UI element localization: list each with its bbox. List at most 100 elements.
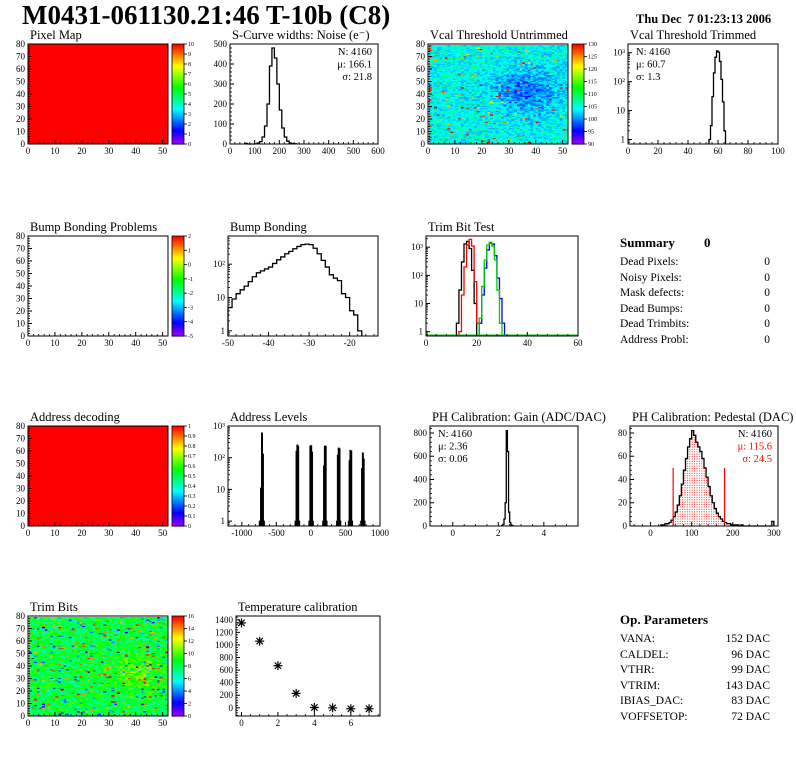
- svg-text:4: 4: [188, 689, 191, 695]
- svg-text:8: 8: [188, 62, 191, 68]
- svg-text:0.4: 0.4: [188, 484, 196, 490]
- svg-text:110: 110: [588, 92, 597, 98]
- svg-text:μ: 60.7: μ: 60.7: [636, 60, 666, 71]
- svg-text:10: 10: [16, 127, 26, 137]
- svg-text:200: 200: [414, 498, 428, 508]
- op-parameters-title: Op. Parameters: [620, 612, 709, 627]
- svg-text:0: 0: [423, 521, 428, 531]
- svg-text:10: 10: [188, 42, 194, 48]
- svg-text:20: 20: [16, 686, 26, 696]
- svg-text:105: 105: [588, 105, 597, 111]
- svg-text:600: 600: [220, 665, 234, 675]
- svg-text:20: 20: [77, 528, 87, 538]
- svg-text:120: 120: [588, 67, 597, 73]
- svg-text:500: 500: [347, 146, 361, 156]
- address-levels-title: Address Levels: [230, 410, 308, 424]
- svg-text:20: 20: [472, 338, 482, 348]
- svg-text:400: 400: [414, 474, 428, 484]
- svg-text:N: 4160: N: 4160: [438, 429, 472, 440]
- svg-text:10: 10: [16, 699, 26, 709]
- param-row: VTRIM: 143 DAC: [620, 679, 770, 692]
- svg-text:0.5: 0.5: [188, 474, 196, 480]
- trimbit-test-title: Trim Bit Test: [428, 220, 495, 234]
- svg-text:4: 4: [188, 102, 191, 108]
- vcal-untrimmed-title: Vcal Threshold Untrimmed: [430, 28, 569, 42]
- svg-text:1: 1: [621, 135, 626, 145]
- svg-text:1000: 1000: [215, 640, 234, 650]
- svg-text:4: 4: [542, 528, 547, 538]
- svg-text:1: 1: [221, 326, 226, 336]
- svg-text:1: 1: [221, 516, 226, 526]
- panel-bump-bonding: -50 -40 -30 -20 1 10 10² Bump Bonding: [200, 220, 396, 358]
- svg-text:μ: 115.6: μ: 115.6: [738, 442, 772, 453]
- svg-text:40: 40: [16, 471, 26, 481]
- svg-text:7: 7: [188, 72, 191, 78]
- panel-vcal-trimmed: 0 20 40 60 80 100 1 10 10² 10³ Vcal Threshold Trim…: [600, 28, 796, 166]
- svg-text:0.7: 0.7: [188, 454, 196, 460]
- svg-text:10: 10: [416, 127, 426, 137]
- svg-text:20: 20: [416, 114, 426, 124]
- svg-text:50: 50: [16, 649, 26, 659]
- param-row: Dead Trimbits: 0: [620, 318, 770, 330]
- svg-text:40: 40: [131, 528, 141, 538]
- temp-calibration-title: Temperature calibration: [238, 600, 358, 614]
- svg-text:0: 0: [648, 528, 653, 538]
- svg-text:100: 100: [214, 119, 228, 129]
- svg-text:10: 10: [50, 146, 60, 156]
- svg-text:10: 10: [50, 718, 60, 728]
- svg-text:-2: -2: [188, 291, 193, 297]
- summary-rows: Dead Pixels: 0 Noisy Pixels: 0 Mask defects:…: [620, 255, 770, 348]
- svg-text:40: 40: [416, 89, 426, 99]
- svg-text:2: 2: [188, 702, 191, 708]
- svg-text:μ: 2.36: μ: 2.36: [438, 442, 468, 453]
- svg-text:10³: 10³: [213, 421, 225, 431]
- svg-text:12: 12: [188, 639, 194, 645]
- svg-text:10²: 10²: [213, 453, 225, 463]
- svg-text:600: 600: [371, 146, 385, 156]
- panel-vcal-untrimmed: 90 95 100 105 110 115 120 125 130 0 10 20 30 40 50 0 10 2…: [400, 28, 597, 166]
- svg-text:80: 80: [16, 421, 26, 431]
- scurve-noise-title: S-Curve widths: Noise (e⁻): [232, 28, 369, 42]
- svg-text:20: 20: [477, 146, 487, 156]
- svg-text:4: 4: [312, 718, 317, 728]
- param-row: IBIAS_DAC: 83 DAC: [620, 695, 770, 707]
- svg-text:0: 0: [188, 714, 191, 720]
- svg-text:90: 90: [588, 142, 594, 148]
- svg-text:60: 60: [16, 64, 26, 74]
- svg-text:300: 300: [297, 146, 311, 156]
- svg-text:-3: -3: [188, 305, 193, 311]
- svg-text:100: 100: [685, 528, 699, 538]
- panel-trim-bits: 0 2 4 6 8 10 12 14 16 0 10 20 30 40 50 0 10 20 30 40 50 60 70 8…: [0, 600, 196, 738]
- svg-text:40: 40: [131, 146, 141, 156]
- svg-text:400: 400: [214, 59, 228, 69]
- ph-pedestal-title: PH Calibration: Pedestal (DAC): [632, 410, 793, 424]
- svg-text:20: 20: [77, 146, 87, 156]
- svg-text:-1: -1: [188, 277, 193, 283]
- svg-text:10: 10: [188, 652, 194, 658]
- svg-text:30: 30: [16, 674, 26, 684]
- svg-text:100: 100: [588, 117, 597, 123]
- svg-text:60: 60: [16, 446, 26, 456]
- svg-text:14: 14: [188, 627, 194, 633]
- svg-text:-4: -4: [188, 320, 193, 326]
- svg-text:0: 0: [21, 331, 26, 341]
- svg-text:0: 0: [229, 703, 234, 713]
- svg-text:40: 40: [618, 474, 628, 484]
- svg-text:30: 30: [504, 146, 514, 156]
- timestamp: Thu Dec 7 01:23:13 2006: [636, 12, 772, 26]
- svg-text:μ: 166.1: μ: 166.1: [337, 60, 372, 71]
- svg-text:30: 30: [104, 718, 114, 728]
- svg-text:500: 500: [339, 528, 353, 538]
- svg-text:0.9: 0.9: [188, 434, 196, 440]
- svg-text:0: 0: [309, 528, 314, 538]
- svg-text:10: 10: [216, 293, 226, 303]
- op-parameters-header: Op. Parameters: [620, 612, 770, 628]
- panel-address-decoding: 0 0.1 0.2 0.3 0.4 0.5 0.6 0.7 0.8 0.9 1 0 10 20 30 40 50…: [0, 410, 196, 548]
- svg-text:-50: -50: [222, 338, 234, 348]
- svg-text:60: 60: [618, 451, 628, 461]
- svg-text:10: 10: [414, 298, 424, 308]
- svg-text:3: 3: [188, 112, 191, 118]
- svg-text:1000: 1000: [371, 528, 390, 538]
- svg-text:6: 6: [349, 718, 354, 728]
- panel-scurve-noise: 0 100 200 300 400 500 600 0 100 200 300 400 500 S-Cur…: [200, 28, 396, 166]
